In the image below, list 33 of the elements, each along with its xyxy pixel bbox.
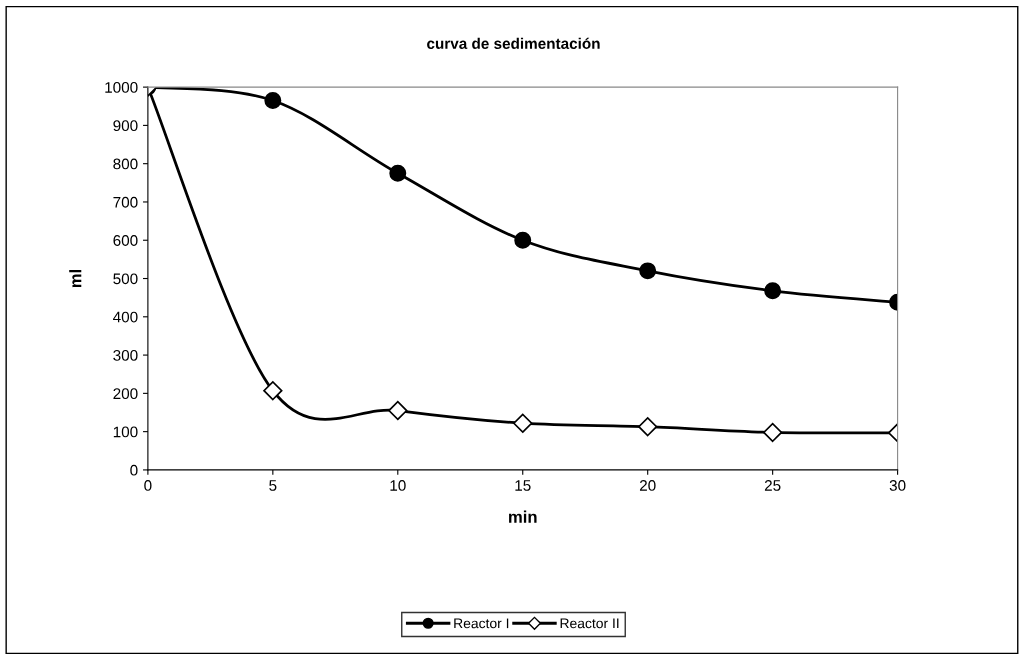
point bbox=[513, 413, 533, 433]
y-tick-label: 1000 bbox=[105, 81, 138, 93]
y-tick-label: 300 bbox=[113, 349, 138, 361]
point bbox=[762, 422, 783, 443]
y-tick-label: 0 bbox=[130, 464, 138, 476]
x-tick-label: 10 bbox=[390, 480, 406, 491]
y-tick-label: 100 bbox=[113, 426, 138, 438]
point bbox=[389, 164, 407, 182]
x-tick-label: 20 bbox=[639, 480, 656, 491]
point bbox=[263, 381, 283, 401]
x-tick-label: 0 bbox=[144, 480, 152, 491]
x-tick-label: 25 bbox=[764, 480, 781, 491]
point bbox=[388, 400, 408, 421]
x-tick-label: 30 bbox=[889, 480, 906, 491]
y-axis-title: ml bbox=[69, 269, 82, 288]
point bbox=[639, 262, 657, 280]
x-axis-title: min bbox=[509, 510, 537, 523]
point bbox=[514, 231, 532, 249]
point bbox=[264, 92, 282, 109]
chart-title: curva de sedimentación bbox=[427, 37, 600, 49]
y-tick-label: 900 bbox=[113, 120, 138, 132]
point bbox=[638, 416, 658, 437]
y-tick-label: 700 bbox=[113, 196, 138, 208]
x-tick-label: 5 bbox=[269, 480, 277, 491]
y-tick-label: 400 bbox=[113, 311, 138, 323]
legend-label: Reactor II bbox=[560, 618, 619, 629]
y-tick-label: 500 bbox=[113, 273, 138, 285]
x-tick-label: 15 bbox=[515, 480, 531, 491]
y-tick-label: 200 bbox=[113, 388, 138, 400]
y-tick-label: 600 bbox=[113, 235, 138, 246]
legend-label: Reactor I bbox=[454, 618, 509, 629]
point bbox=[764, 282, 782, 300]
y-tick-label: 800 bbox=[113, 158, 138, 170]
